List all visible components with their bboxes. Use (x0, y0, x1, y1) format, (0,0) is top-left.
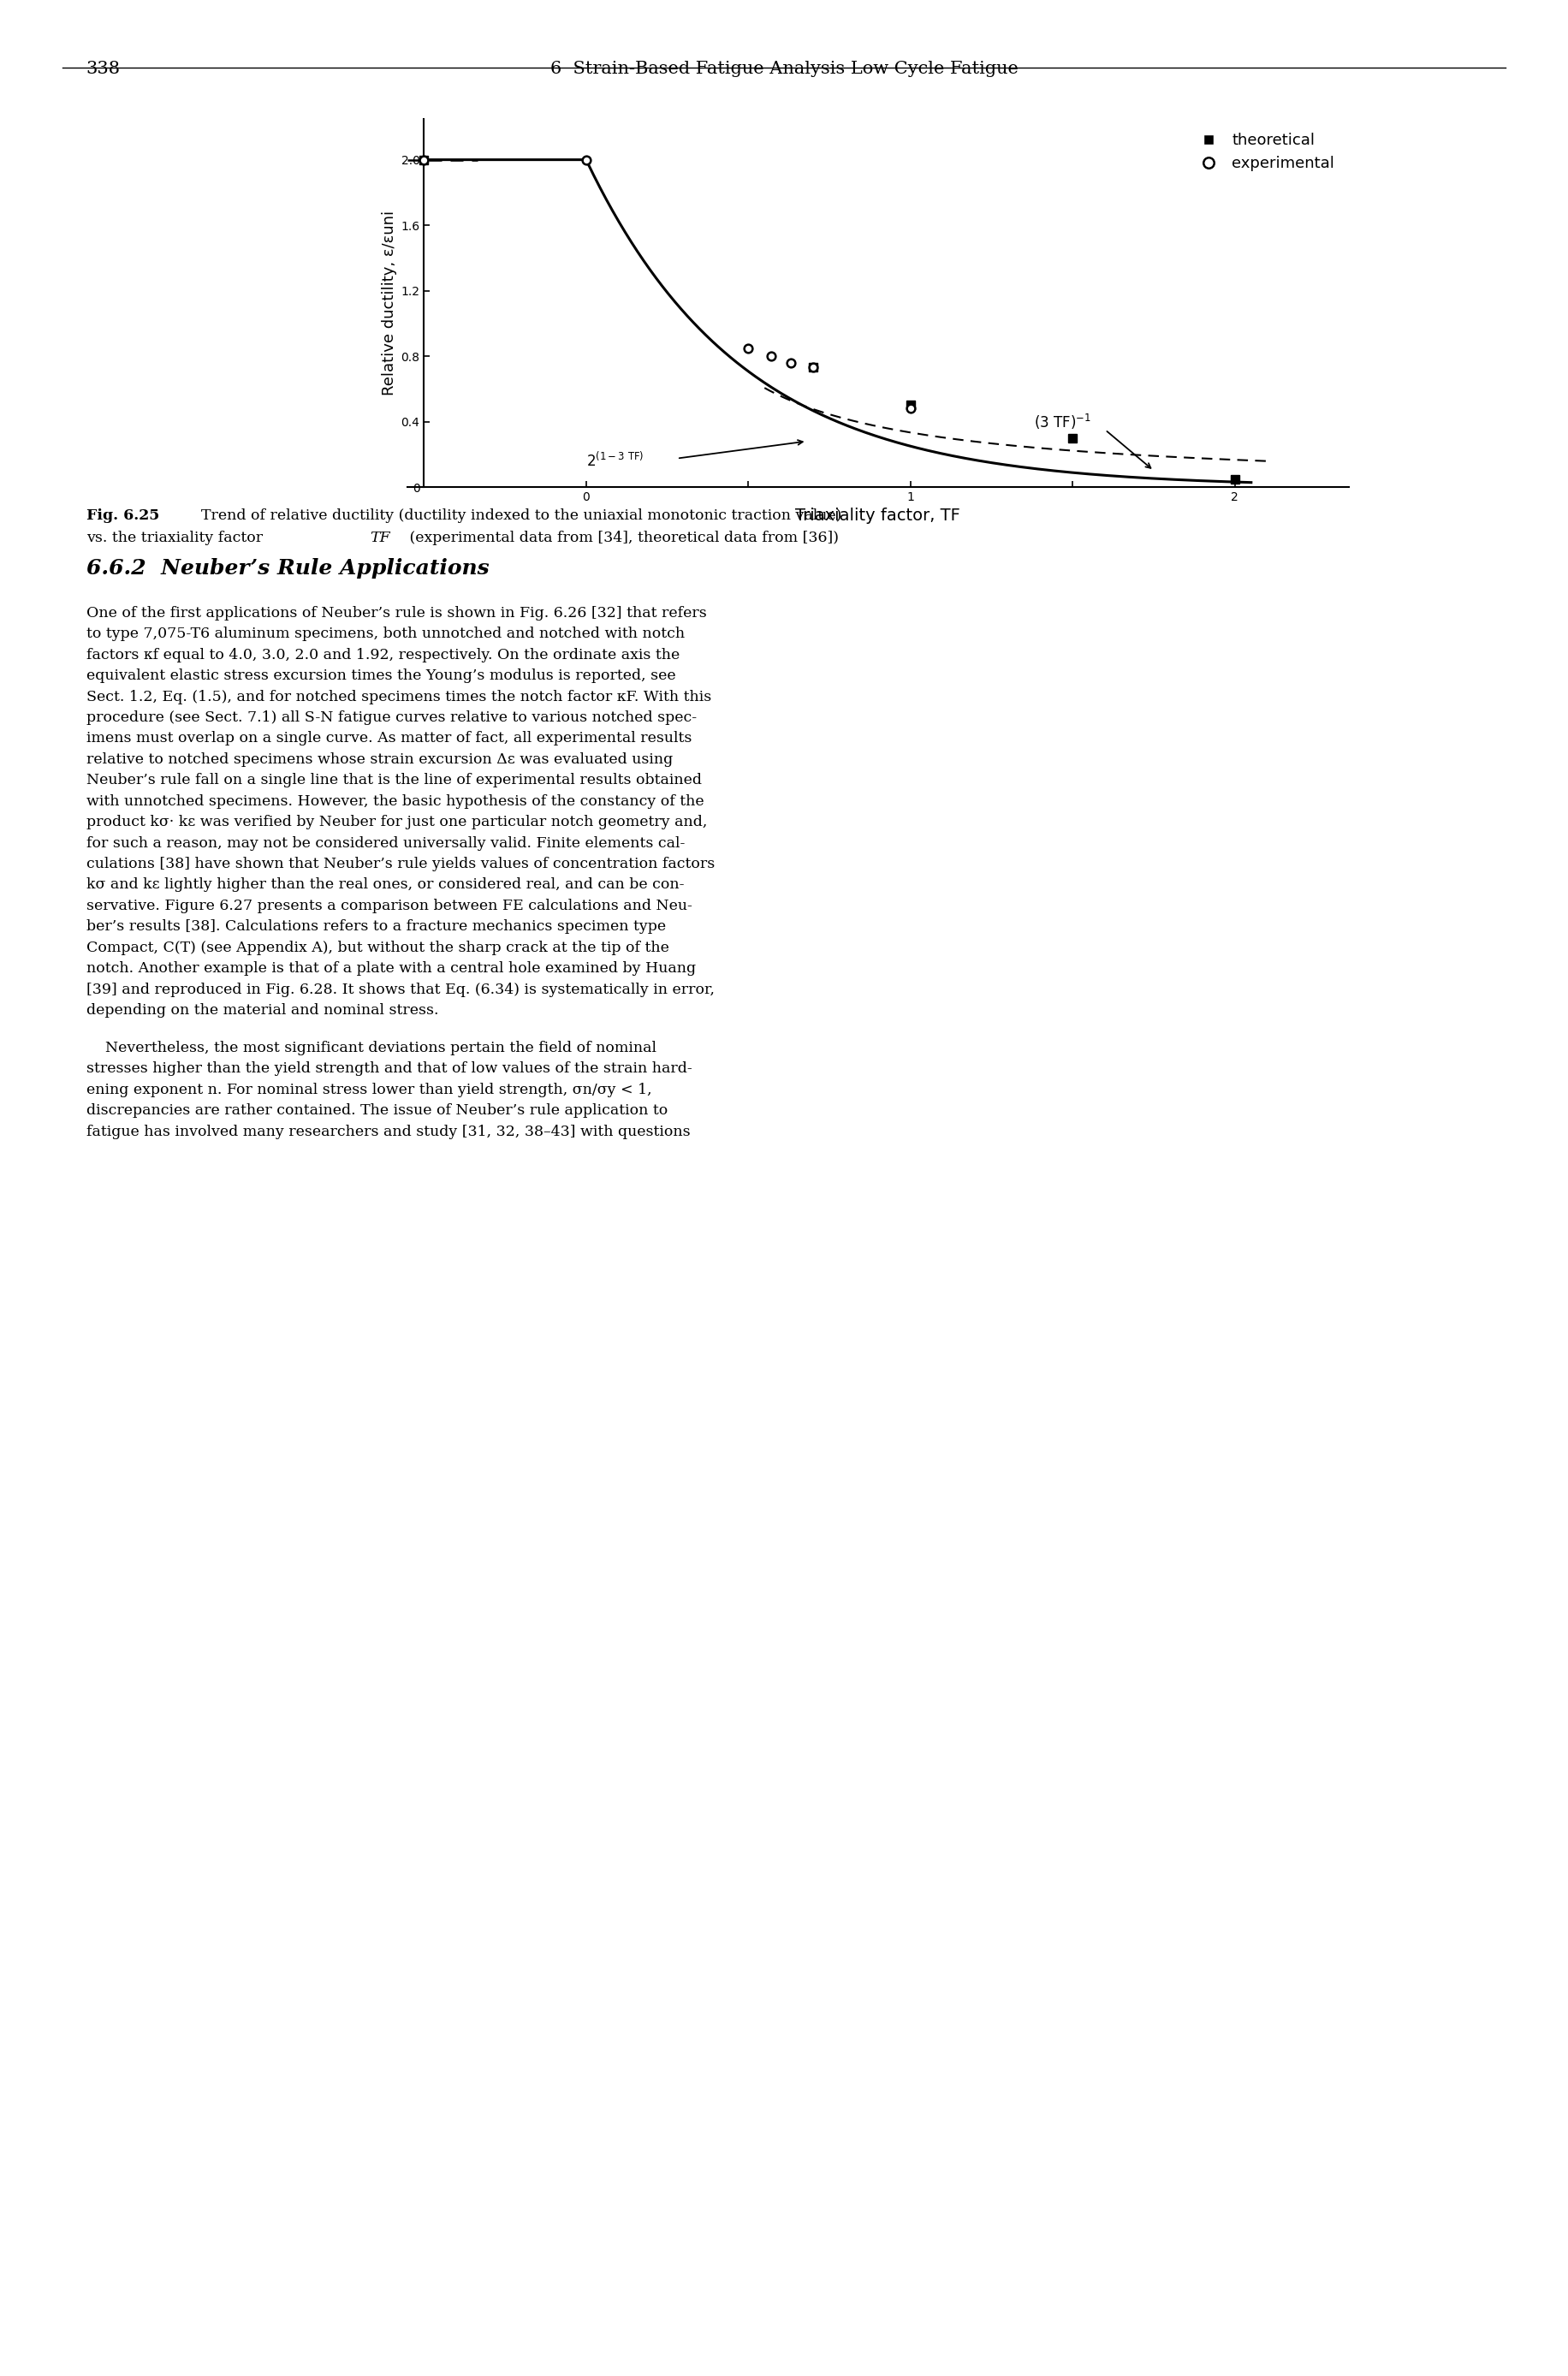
Text: Nevertheless, the most significant deviations pertain the field of nominal: Nevertheless, the most significant devia… (86, 1041, 657, 1055)
Text: depending on the material and nominal stress.: depending on the material and nominal st… (86, 1003, 439, 1017)
Text: notch. Another example is that of a plate with a central hole examined by Huang: notch. Another example is that of a plat… (86, 962, 696, 977)
Text: TF: TF (370, 530, 390, 546)
Text: [39] and reproduced in Fig. 6.28. It shows that Eq. (6.34) is systematically in : [39] and reproduced in Fig. 6.28. It sho… (86, 981, 715, 998)
Text: ening exponent n. For nominal stress lower than yield strength, σn/σy < 1,: ening exponent n. For nominal stress low… (86, 1083, 652, 1098)
Text: 338: 338 (86, 62, 121, 76)
Text: stresses higher than the yield strength and that of low values of the strain har: stresses higher than the yield strength … (86, 1062, 691, 1076)
Text: Fig. 6.25: Fig. 6.25 (86, 508, 160, 523)
Text: culations [38] have shown that Neuber’s rule yields values of concentration fact: culations [38] have shown that Neuber’s … (86, 858, 715, 872)
Text: Compact, C(T) (see Appendix A), but without the sharp crack at the tip of the: Compact, C(T) (see Appendix A), but with… (86, 941, 670, 955)
Text: One of the first applications of Neuber’s rule is shown in Fig. 6.26 [32] that r: One of the first applications of Neuber’… (86, 606, 707, 620)
Text: discrepancies are rather contained. The issue of Neuber’s rule application to: discrepancies are rather contained. The … (86, 1102, 668, 1119)
Text: relative to notched specimens whose strain excursion Δε was evaluated using: relative to notched specimens whose stra… (86, 753, 673, 767)
Text: fatigue has involved many researchers and study [31, 32, 38–43] with questions: fatigue has involved many researchers an… (86, 1124, 690, 1138)
Text: kσ and kε lightly higher than the real ones, or considered real, and can be con-: kσ and kε lightly higher than the real o… (86, 877, 684, 893)
Text: Trend of relative ductility (ductility indexed to the uniaxial monotonic tractio: Trend of relative ductility (ductility i… (191, 508, 842, 523)
Text: to type 7,075-T6 aluminum specimens, both unnotched and notched with notch: to type 7,075-T6 aluminum specimens, bot… (86, 627, 685, 642)
Legend: theoretical, experimental: theoretical, experimental (1187, 126, 1341, 178)
Text: (experimental data from [34], theoretical data from [36]): (experimental data from [34], theoretica… (405, 530, 839, 546)
Text: for such a reason, may not be considered universally valid. Finite elements cal-: for such a reason, may not be considered… (86, 836, 685, 851)
Text: 6  Strain-Based Fatigue Analysis Low Cycle Fatigue: 6 Strain-Based Fatigue Analysis Low Cycl… (550, 62, 1018, 76)
Text: procedure (see Sect. 7.1) all S-N fatigue curves relative to various notched spe: procedure (see Sect. 7.1) all S-N fatigu… (86, 710, 696, 725)
Text: servative. Figure 6.27 presents a comparison between FE calculations and Neu-: servative. Figure 6.27 presents a compar… (86, 898, 691, 912)
Text: $(3\ \mathrm{TF})^{-1}$: $(3\ \mathrm{TF})^{-1}$ (1033, 411, 1091, 430)
Text: equivalent elastic stress excursion times the Young’s modulus is reported, see: equivalent elastic stress excursion time… (86, 668, 676, 684)
Text: 6.6.2  Neuber’s Rule Applications: 6.6.2 Neuber’s Rule Applications (86, 558, 489, 580)
Text: Neuber’s rule fall on a single line that is the line of experimental results obt: Neuber’s rule fall on a single line that… (86, 772, 701, 789)
Text: imens must overlap on a single curve. As matter of fact, all experimental result: imens must overlap on a single curve. As… (86, 732, 691, 746)
Text: factors κf equal to 4.0, 3.0, 2.0 and 1.92, respectively. On the ordinate axis t: factors κf equal to 4.0, 3.0, 2.0 and 1.… (86, 649, 679, 663)
Text: Sect. 1.2, Eq. (1.5), and for notched specimens times the notch factor κF. With : Sect. 1.2, Eq. (1.5), and for notched sp… (86, 689, 712, 703)
Text: with unnotched specimens. However, the basic hypothesis of the constancy of the: with unnotched specimens. However, the b… (86, 794, 704, 808)
Text: $2^{(1-3\ \mathrm{TF})}$: $2^{(1-3\ \mathrm{TF})}$ (586, 451, 644, 470)
Text: product kσ· kε was verified by Neuber for just one particular notch geometry and: product kσ· kε was verified by Neuber fo… (86, 815, 707, 829)
X-axis label: Triaxiality factor, TF: Triaxiality factor, TF (795, 508, 961, 525)
Text: ber’s results [38]. Calculations refers to a fracture mechanics specimen type: ber’s results [38]. Calculations refers … (86, 920, 666, 934)
Y-axis label: Relative ductility, ε/εuni: Relative ductility, ε/εuni (383, 211, 397, 394)
Text: vs. the triaxiality factor: vs. the triaxiality factor (86, 530, 268, 546)
